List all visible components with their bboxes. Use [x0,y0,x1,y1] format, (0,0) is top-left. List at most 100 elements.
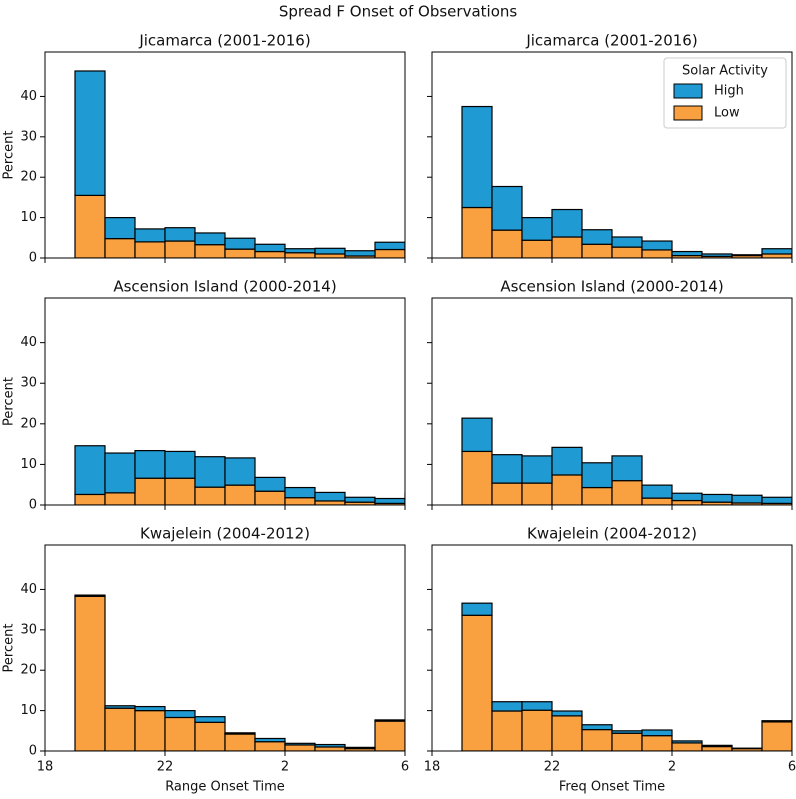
bar [491,701,523,712]
bar [461,614,493,751]
bar [344,496,376,503]
bar [194,716,226,723]
bar [104,705,136,709]
x-tick-label: 2 [668,760,676,775]
bar [74,595,106,751]
y-tick-label: 20 [20,663,37,678]
bar [701,253,733,257]
bar [671,742,703,751]
bar [671,499,703,505]
bar [521,455,553,484]
panel-title: Jicamarca (2001-2016) [525,32,697,50]
y-tick-label: 40 [20,89,37,104]
bar [581,724,613,731]
bar [164,710,196,719]
bar [134,450,166,479]
legend-swatch [673,83,703,99]
bar [731,254,763,257]
bar [314,253,346,258]
bar [374,720,405,751]
bar [254,737,286,743]
bar [551,474,583,505]
bar [791,496,792,505]
x-tick-label: 6 [401,760,409,775]
bar [164,477,196,505]
bar [581,486,613,505]
bar [641,735,673,751]
bar [791,503,792,505]
bar [701,744,733,748]
bar [611,732,643,751]
x-tick-label: 18 [37,760,54,775]
bar [551,715,583,751]
x-tick-label: 2 [281,760,289,775]
bar [314,247,346,255]
axes-frame [431,544,793,752]
bar [164,240,196,258]
bar [581,229,613,245]
bar [284,744,316,751]
bar [671,492,703,502]
axes-frame [44,297,406,506]
bar [461,450,493,505]
bar [194,721,226,751]
bar [521,482,553,505]
y-tick-label: 30 [20,376,37,391]
bar [284,486,316,499]
bar [611,480,643,505]
bar [224,733,256,751]
legend-swatch [673,105,703,121]
bar [491,482,523,505]
bar [461,206,493,258]
y-tick-label: 20 [20,170,37,185]
bar [104,217,136,240]
bar [374,719,405,722]
x-tick-label: 22 [157,760,174,775]
bar [224,457,256,486]
y-tick-label: 10 [20,210,37,225]
y-axis-label: Percent [2,624,17,673]
bar [74,493,106,505]
bar [641,729,673,737]
bar [74,70,106,196]
bar [254,250,286,258]
legend-title: Solar Activity [682,64,768,79]
bar [551,208,583,238]
y-tick-label: 40 [20,335,37,350]
bar [104,238,136,258]
bar [374,497,405,504]
bar [194,486,226,505]
bar [491,185,523,231]
bar [134,705,166,712]
bar [641,249,673,258]
y-tick-label: 10 [20,703,37,718]
x-tick-label: 22 [544,760,561,775]
bar [791,255,792,258]
bar [461,105,493,209]
bar [314,746,346,751]
figure-title: Spread F Onset of Observations [279,3,518,21]
y-tick-label: 20 [20,416,37,431]
bar [74,594,106,597]
bar [194,456,226,488]
bar [611,730,643,734]
bar [761,496,792,504]
bar [104,492,136,505]
bar [134,241,166,258]
legend-label: High [714,84,744,99]
bar [611,246,643,258]
bar [761,248,792,255]
bar [671,250,703,257]
axes-frame [44,51,406,259]
bar [551,710,583,717]
bar [374,248,405,258]
y-axis-label: Percent [2,377,17,426]
bar [284,252,316,258]
bar [491,710,523,751]
panel-title: Jicamarca (2001-2016) [138,32,310,50]
bar [551,236,583,258]
bar [581,243,613,258]
x-axis-label: Freq Onset Time [559,780,665,795]
bar [284,497,316,505]
